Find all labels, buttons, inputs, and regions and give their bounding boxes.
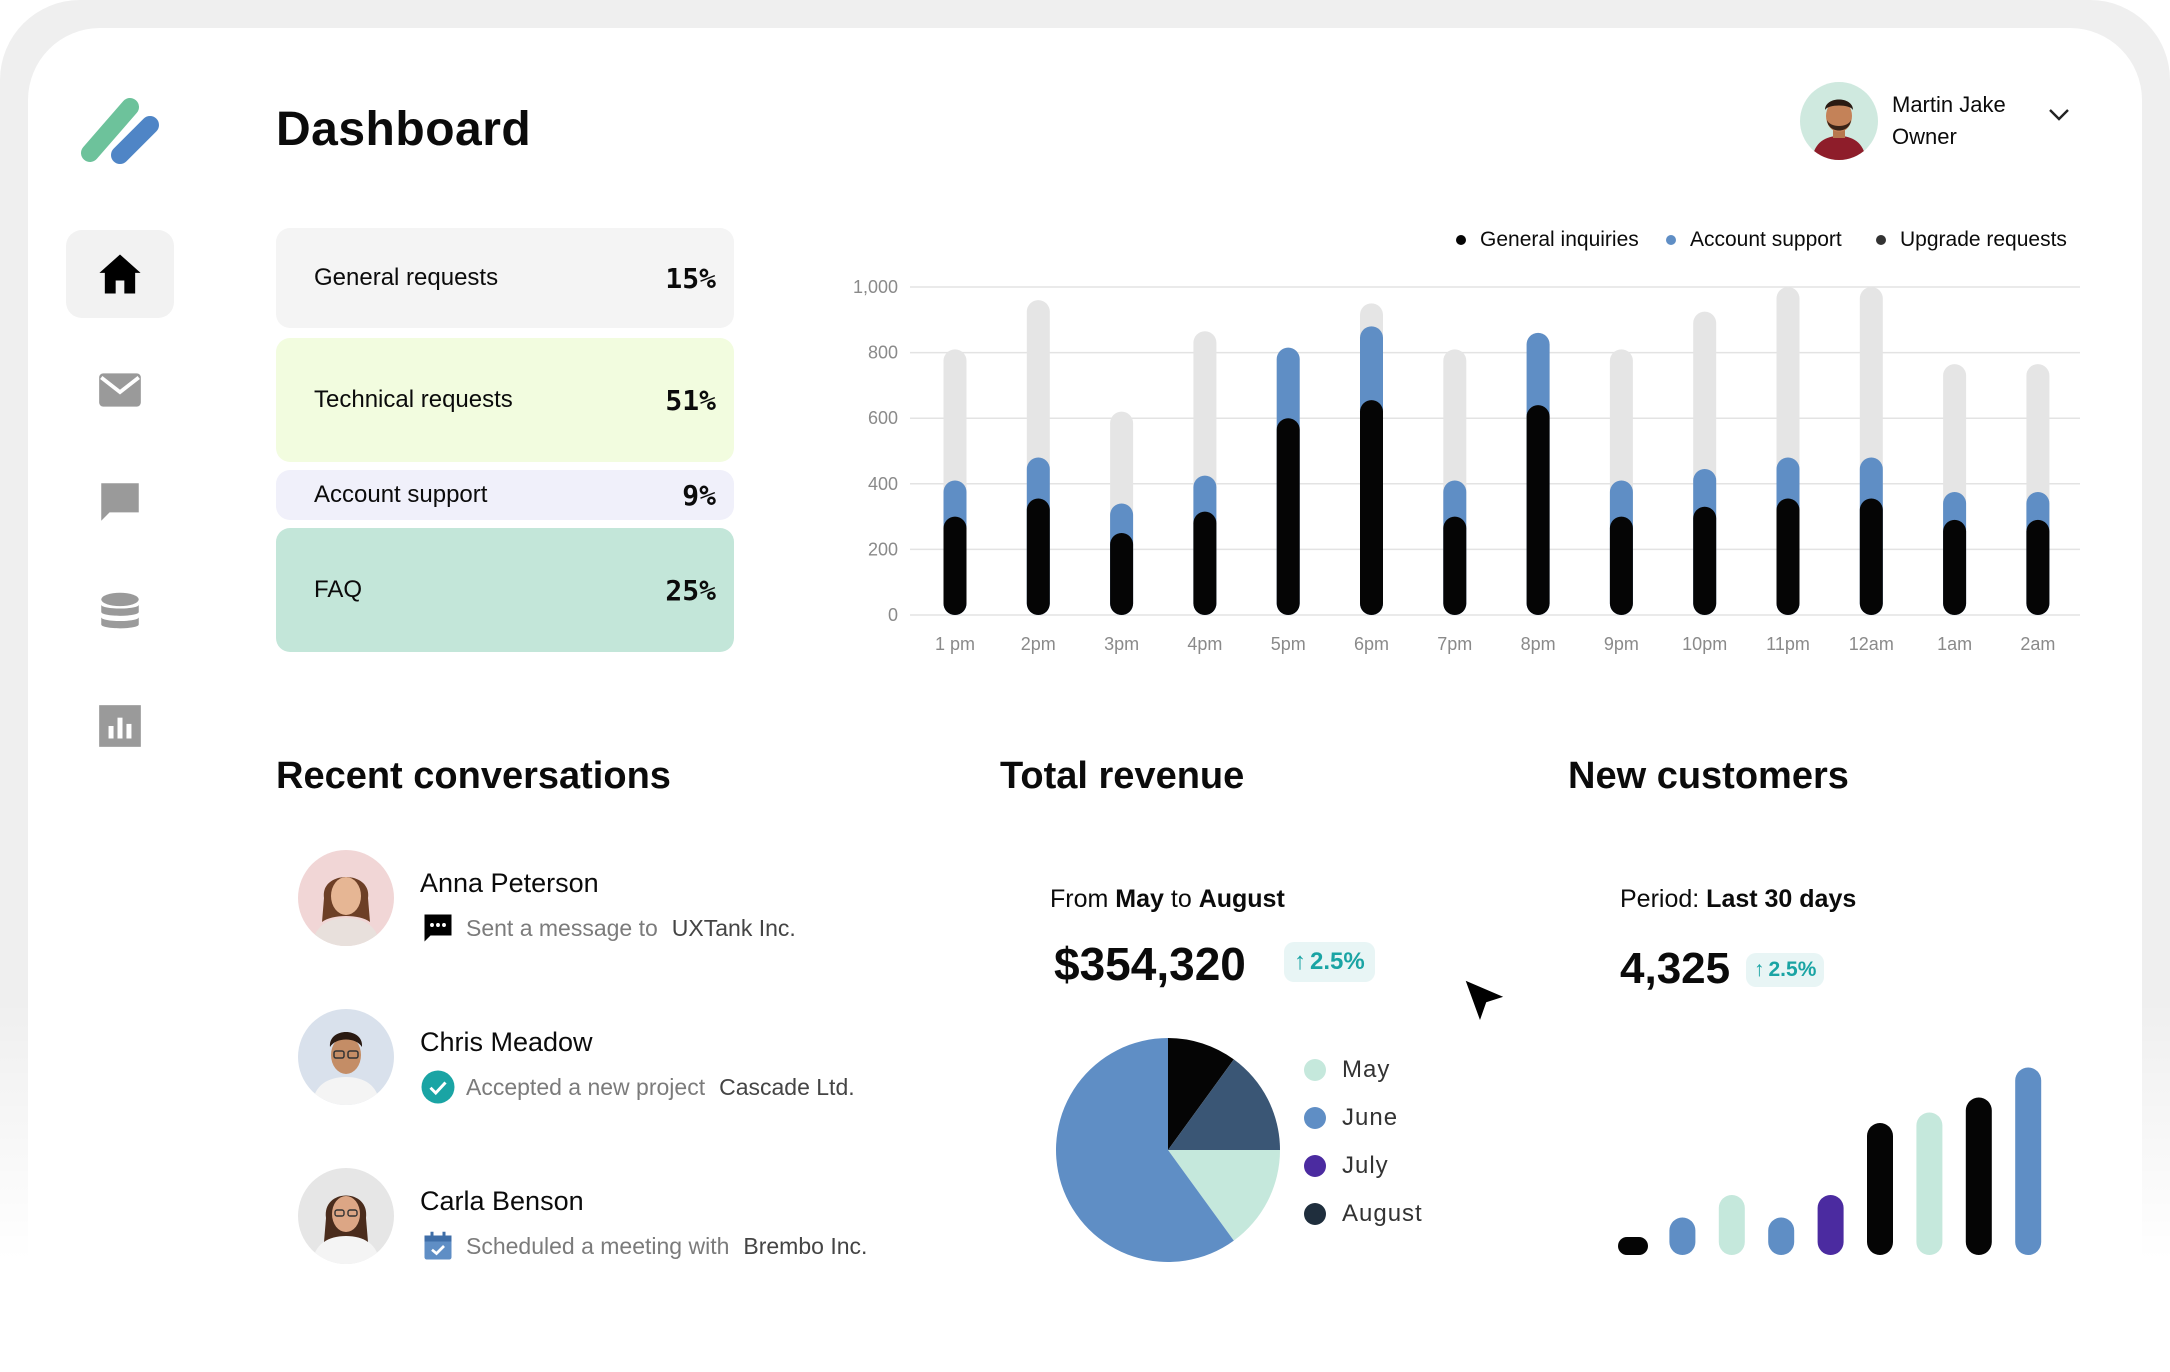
contact-name: Carla Benson (420, 1186, 584, 1216)
stat-label: Account support (314, 481, 488, 508)
pie-slice-june (1056, 1038, 1234, 1262)
page-title: Dashboard (276, 103, 532, 156)
customer-bar (1618, 1237, 1648, 1255)
arrow-up-icon: ↑ (1754, 958, 1765, 981)
cursor-icon (1462, 977, 1509, 1026)
activity-text: Scheduled a meeting with (466, 1232, 730, 1259)
recent-conversations-title: Recent conversations (276, 755, 671, 797)
stat-tile-technical-requests[interactable]: Technical requests 51% (276, 338, 734, 462)
avatar-anna-peterson (298, 850, 394, 946)
user-role: Owner (1892, 124, 1957, 149)
customer-bar (1867, 1123, 1893, 1255)
pie-slice-august (1168, 1038, 1234, 1150)
customer-bar (1817, 1195, 1844, 1255)
legend-item-upgrade-requests: Upgrade requests (1876, 228, 2067, 252)
customer-bar (1669, 1217, 1696, 1255)
app-logo (81, 98, 159, 164)
pie-legend-august: August (1304, 1200, 1423, 1228)
pie-slice-may (1168, 1150, 1280, 1241)
pie-legend-july: July (1304, 1152, 1389, 1180)
home-icon (99, 254, 141, 294)
avatar-chris-meadow (298, 1009, 394, 1105)
revenue-period: From May to August (1050, 885, 1285, 913)
arrow-up-icon: ↑ (1294, 948, 1306, 975)
customer-bar (2015, 1067, 2042, 1255)
mail-icon (99, 373, 141, 407)
stat-value: 15% (665, 261, 716, 295)
nav-database[interactable] (66, 570, 174, 658)
avatar-carla-benson (298, 1168, 394, 1264)
company-name: UXTank Inc. (671, 914, 796, 941)
company-name: Brembo Inc. (743, 1232, 868, 1259)
customer-bar (1718, 1195, 1745, 1255)
revenue-pie-chart (1056, 1038, 1280, 1262)
nav-mail[interactable] (66, 346, 174, 434)
stat-tile-general-requests[interactable]: General requests 15% (276, 228, 734, 328)
pie-legend-may: May (1304, 1056, 1390, 1084)
bar-chart-icon (99, 705, 141, 747)
user-name: Martin Jake (1892, 92, 2006, 117)
activity-text: Sent a message to (466, 914, 658, 941)
nav-home[interactable] (66, 230, 174, 318)
customers-count: 4,325 (1620, 944, 1731, 993)
pie-legend-june: June (1304, 1104, 1398, 1132)
nav-analytics[interactable] (66, 682, 174, 770)
customer-bar (1768, 1217, 1795, 1255)
contact-name: Anna Peterson (420, 868, 599, 898)
chat-icon (101, 483, 139, 521)
stat-tile-account-support[interactable]: Account support 9% (276, 470, 734, 520)
stat-tile-faq[interactable]: FAQ 25% (276, 528, 734, 652)
customers-change-badge: ↑ 2.5% (1746, 953, 1825, 987)
stat-value: 25% (665, 573, 716, 607)
activity-text: Accepted a new project (466, 1073, 706, 1100)
user-avatar (1800, 82, 1878, 160)
company-name: Cascade Ltd. (719, 1073, 855, 1100)
new-customers-bar-chart (1618, 1067, 2042, 1255)
nav-chat[interactable] (66, 458, 174, 546)
total-revenue-title: Total revenue (1000, 755, 1245, 797)
customers-period: Period: Last 30 days (1620, 885, 1857, 913)
legend-item-account-support: Account support (1666, 228, 1842, 252)
chevron-down-icon[interactable] (2048, 108, 2070, 122)
user-menu[interactable]: Martin Jake Owner (1800, 82, 2006, 160)
new-customers-title: New customers (1568, 755, 1849, 797)
customer-bar (1916, 1112, 1943, 1255)
stat-value: 51% (665, 383, 716, 417)
pie-slice-august (1168, 1059, 1280, 1150)
stat-label: FAQ (314, 576, 363, 603)
stat-label: Technical requests (314, 386, 513, 413)
contact-name: Chris Meadow (420, 1027, 593, 1057)
revenue-change-badge: ↑ 2.5% (1284, 942, 1375, 982)
calendar-icon (420, 1228, 456, 1264)
message-icon (420, 910, 456, 946)
check-circle-icon (420, 1069, 456, 1105)
stat-value: 9% (682, 478, 716, 512)
revenue-amount: $354,320 (1054, 938, 1246, 990)
stat-label: General requests (314, 264, 499, 291)
legend-item-general-inquiries: General inquiries (1456, 228, 1639, 252)
database-icon (101, 592, 139, 629)
customer-bar (1965, 1097, 1992, 1255)
